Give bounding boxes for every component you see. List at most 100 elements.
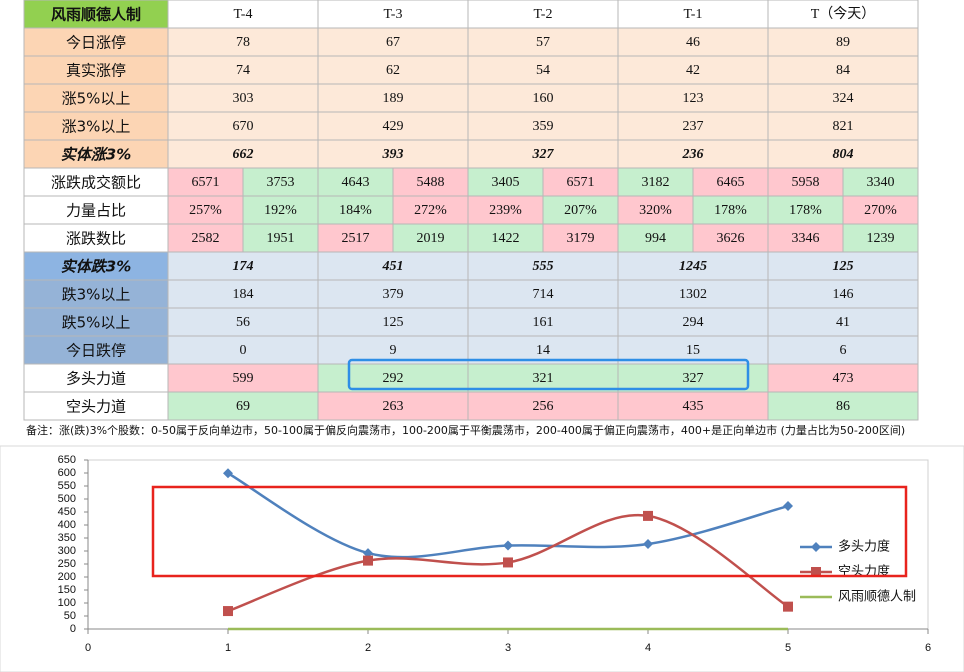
row-label: 跌5%以上 <box>62 314 131 332</box>
y-tick-label: 550 <box>58 480 76 492</box>
table-cell <box>167 195 244 225</box>
x-tick-label: 5 <box>785 642 791 654</box>
cell-text: 189 <box>383 91 404 106</box>
table-cell <box>317 27 469 57</box>
table-cell <box>467 391 619 421</box>
row-label: 涨3%以上 <box>62 118 131 136</box>
table-cell <box>842 167 919 197</box>
row-label: 力量占比 <box>66 202 126 220</box>
cell-text: 239% <box>489 203 522 218</box>
point-marker <box>783 601 793 612</box>
y-tick-label: 100 <box>58 597 76 609</box>
x-tick-label: 2 <box>365 642 371 654</box>
cell-text: 714 <box>533 287 554 302</box>
table-cell <box>167 111 319 141</box>
column-header: T-1 <box>684 7 703 22</box>
cell-text: 160 <box>533 91 554 106</box>
cell-text: 292 <box>383 371 404 386</box>
cell-text: 662 <box>233 147 254 162</box>
table-cell <box>23 251 169 281</box>
cell-text: 237 <box>683 119 704 134</box>
cell-text: 6465 <box>717 175 745 190</box>
table-cell <box>23 0 169 29</box>
point-marker <box>783 501 793 512</box>
row-label: 涨跌成交额比 <box>51 174 141 192</box>
cell-text: 3753 <box>267 175 295 190</box>
cell-text: 6 <box>840 343 847 358</box>
column-header: T-2 <box>534 7 553 22</box>
y-tick-label: 50 <box>64 610 76 622</box>
table-cell <box>23 55 169 85</box>
cell-text: 5488 <box>417 175 445 190</box>
cell-text: 393 <box>382 147 404 162</box>
table-cell <box>617 167 694 197</box>
row-label: 空头力道 <box>66 398 126 416</box>
legend-marker <box>811 542 821 552</box>
row-label: 今日涨停 <box>66 34 126 52</box>
cell-text: 1951 <box>267 231 295 246</box>
table-cell <box>767 391 919 421</box>
annotation-box <box>151 485 908 578</box>
cell-text: 429 <box>383 119 404 134</box>
table-cell <box>317 195 394 225</box>
cell-text: 236 <box>682 147 704 162</box>
cell-text: 3626 <box>717 231 745 246</box>
cell-text: 3405 <box>492 175 520 190</box>
table-cell <box>167 223 244 253</box>
cell-text: 1239 <box>867 231 895 246</box>
cell-text: 3182 <box>642 175 670 190</box>
table-cell <box>767 0 919 29</box>
cell-text: 42 <box>686 63 700 78</box>
y-tick-label: 150 <box>58 584 76 596</box>
table-cell <box>467 279 619 309</box>
cell-text: 125 <box>833 259 854 274</box>
x-tick-label: 6 <box>925 642 931 654</box>
table-cell <box>692 167 769 197</box>
cell-text: 9 <box>390 343 397 358</box>
row-label: 涨5%以上 <box>62 90 131 108</box>
table-cell <box>167 139 319 169</box>
cell-text: 84 <box>836 63 850 78</box>
column-header: T-3 <box>384 7 403 22</box>
table-cell <box>23 83 169 113</box>
table-cell <box>317 83 469 113</box>
cell-text: 263 <box>383 399 404 414</box>
table-cell <box>842 223 919 253</box>
cell-text: 178% <box>714 203 747 218</box>
x-tick-label: 1 <box>225 642 231 654</box>
table-cell <box>767 55 919 85</box>
table-cell <box>167 363 319 393</box>
table-cell <box>767 111 919 141</box>
cell-text: 1422 <box>492 231 520 246</box>
table-cell <box>617 0 769 29</box>
cell-text: 272% <box>414 203 447 218</box>
y-tick-label: 500 <box>58 493 76 505</box>
cell-text: 1245 <box>679 259 707 274</box>
x-tick-label: 4 <box>645 642 651 654</box>
cell-text: 125 <box>383 315 404 330</box>
cell-text: 821 <box>833 119 854 134</box>
table-cell <box>467 195 544 225</box>
cell-text: 67 <box>386 35 400 50</box>
table-cell <box>167 279 319 309</box>
cell-text: 324 <box>833 91 854 106</box>
cell-text: 86 <box>836 399 850 414</box>
cell-text: 161 <box>533 315 554 330</box>
cell-text: 3179 <box>567 231 595 246</box>
row-label: 涨跌数比 <box>66 230 126 248</box>
table-cell <box>617 279 769 309</box>
table-cell <box>467 0 619 29</box>
chart-area <box>0 445 964 672</box>
y-tick-label: 650 <box>58 454 76 466</box>
x-tick-label: 0 <box>85 642 91 654</box>
y-tick-label: 350 <box>58 532 76 544</box>
cell-text: 146 <box>833 287 854 302</box>
point-marker <box>503 557 513 568</box>
table-cell <box>617 251 769 281</box>
y-tick-label: 300 <box>58 545 76 557</box>
x-tick-label: 3 <box>505 642 511 654</box>
point-marker <box>643 510 653 521</box>
table-cell <box>767 27 919 57</box>
legend-marker <box>811 567 821 577</box>
